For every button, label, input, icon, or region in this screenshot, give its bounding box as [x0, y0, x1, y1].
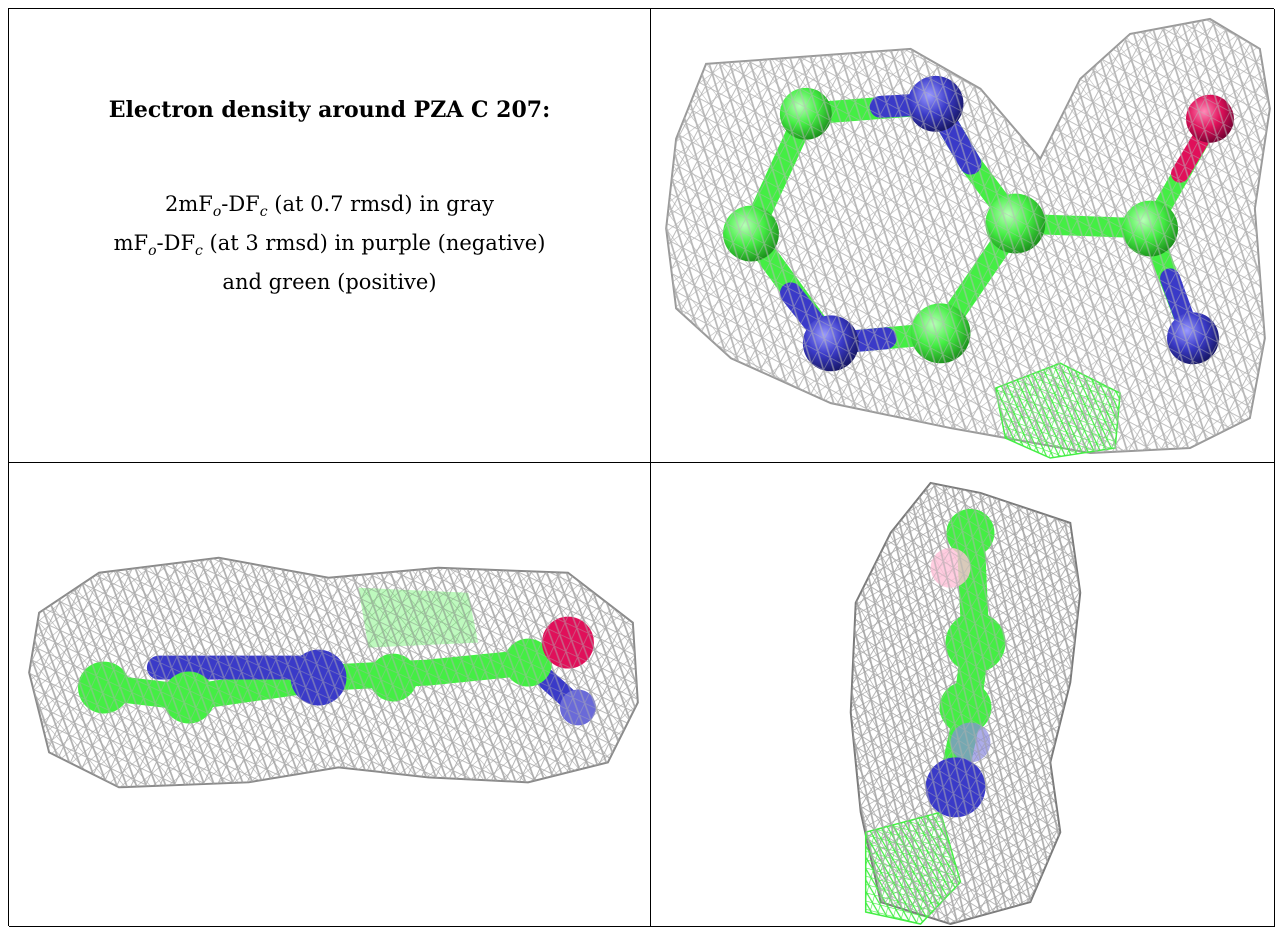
figure-title: Electron density around PZA C 207: [108, 97, 551, 123]
density-view-end [849, 481, 1082, 926]
density-view-top [665, 17, 1271, 459]
view-end-cell [651, 463, 1275, 927]
description-line-1: 2mFo-DFc (at 0.7 rmsd) in gray [164, 192, 495, 221]
density-view-side [28, 556, 639, 789]
figure-grid: Electron density around PZA C 207: 2mFo-… [8, 8, 1275, 927]
view-top-cell [651, 9, 1275, 463]
view-side-cell [9, 463, 651, 927]
caption-cell: Electron density around PZA C 207: 2mFo-… [9, 9, 651, 463]
description-line-2: mFo-DFc (at 3 rmsd) in purple (negative) [113, 231, 546, 260]
description-line-3: and green (positive) [222, 270, 437, 295]
figure-description: 2mFo-DFc (at 0.7 rmsd) in gray mFo-DFc (… [114, 189, 546, 298]
